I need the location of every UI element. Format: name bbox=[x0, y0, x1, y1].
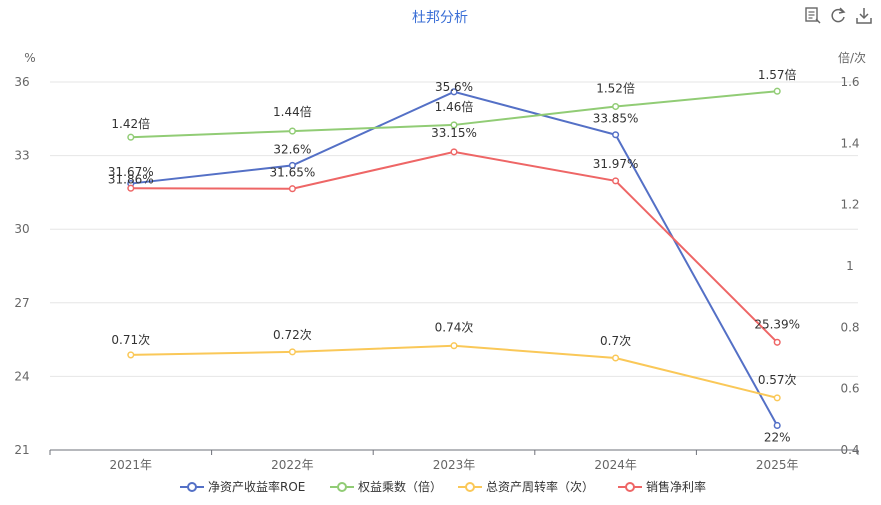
data-point[interactable] bbox=[773, 394, 781, 402]
data-point[interactable] bbox=[288, 185, 296, 193]
legend-label: 销售净利率 bbox=[646, 479, 706, 494]
data-point[interactable] bbox=[773, 421, 781, 430]
data-label: 1.42倍 bbox=[111, 116, 150, 131]
legend-label: 净资产收益率ROE bbox=[208, 479, 305, 494]
left-tick-label: 24 bbox=[14, 369, 29, 383]
data-point[interactable] bbox=[773, 87, 781, 95]
x-tick-label: 2024年 bbox=[594, 458, 637, 472]
series-line bbox=[130, 150, 778, 344]
data-label: 35.6% bbox=[435, 80, 473, 94]
legend-item[interactable]: 权益乘数（倍） bbox=[330, 479, 442, 494]
left-axis: 21 24 27 30 33 36 bbox=[14, 75, 29, 457]
data-label: 31.65% bbox=[270, 166, 316, 180]
data-point[interactable] bbox=[450, 121, 458, 129]
series-3: 31.67% 31.65% 33.15% 31.97% 25.39% bbox=[108, 126, 800, 346]
series-1: 1.42倍 1.44倍 1.46倍 1.52倍 1.57倍 bbox=[111, 67, 797, 141]
series-line bbox=[130, 90, 779, 426]
data-label: 31.97% bbox=[593, 157, 639, 171]
data-label: 0.72次 bbox=[273, 328, 312, 342]
x-tick-label: 2021年 bbox=[110, 458, 153, 472]
data-point[interactable] bbox=[450, 342, 458, 350]
legend-item[interactable]: 净资产收益率ROE bbox=[180, 479, 305, 494]
legend: 净资产收益率ROE 权益乘数（倍） 总资产周转率（次） 销售净利率 bbox=[180, 479, 706, 494]
data-point[interactable] bbox=[288, 161, 296, 169]
right-tick-label: 1 bbox=[846, 259, 854, 273]
data-point[interactable] bbox=[773, 338, 781, 346]
left-tick-label: 30 bbox=[14, 222, 29, 236]
right-tick-label: 0.8 bbox=[840, 320, 859, 334]
right-tick-label: 1.4 bbox=[840, 136, 859, 150]
data-label: 0.74次 bbox=[435, 321, 474, 335]
data-label: 31.67% bbox=[108, 165, 154, 179]
series-line bbox=[130, 344, 778, 399]
data-point[interactable] bbox=[612, 177, 620, 185]
left-tick-label: 33 bbox=[14, 149, 29, 163]
x-tick-label: 2022年 bbox=[271, 458, 314, 472]
series-layer: 31.86% 32.6% 35.6% 33.85% 22% 1.42倍 1.44倍 1.46倍… bbox=[108, 67, 800, 444]
left-axis-unit: % bbox=[24, 51, 35, 65]
right-tick-label: 1.2 bbox=[840, 198, 859, 212]
data-point[interactable] bbox=[288, 127, 296, 135]
data-label: 22% bbox=[764, 430, 791, 444]
legend-marker bbox=[625, 482, 635, 492]
data-point[interactable] bbox=[450, 148, 458, 156]
right-axis: 0.40.60.811.21.41.6 bbox=[840, 75, 859, 457]
data-label: 33.85% bbox=[593, 112, 639, 126]
data-view-icon[interactable] bbox=[805, 7, 821, 24]
series-2: 0.71次 0.72次 0.74次 0.7次 0.57次 bbox=[111, 321, 797, 402]
left-tick-label: 21 bbox=[14, 443, 29, 457]
legend-marker bbox=[187, 482, 197, 492]
legend-label: 权益乘数（倍） bbox=[358, 479, 442, 494]
data-label: 1.46倍 bbox=[435, 99, 474, 114]
legend-item[interactable]: 总资产周转率（次） bbox=[458, 479, 594, 494]
data-label: 0.7次 bbox=[600, 334, 631, 348]
data-point[interactable] bbox=[612, 102, 620, 111]
x-tick-label: 2025年 bbox=[756, 458, 799, 472]
legend-label: 总资产周转率（次） bbox=[486, 479, 594, 494]
right-tick-label: 1.6 bbox=[840, 75, 859, 89]
left-tick-label: 27 bbox=[14, 296, 29, 310]
chart-title: 杜邦分析 bbox=[412, 10, 468, 26]
data-point[interactable] bbox=[127, 351, 135, 359]
data-label: 25.39% bbox=[754, 317, 800, 331]
data-point[interactable] bbox=[127, 184, 135, 192]
data-label: 1.52倍 bbox=[596, 81, 635, 96]
x-axis: 2021年 2022年 2023年 2024年 2025年 bbox=[49, 449, 859, 472]
save-image-icon[interactable] bbox=[856, 8, 872, 24]
left-tick-label: 36 bbox=[14, 75, 29, 89]
data-label: 31.86% bbox=[108, 173, 154, 187]
series-0: 31.86% 32.6% 35.6% 33.85% 22% bbox=[108, 80, 791, 445]
data-label: 1.44倍 bbox=[273, 104, 312, 119]
legend-marker bbox=[465, 482, 475, 492]
data-label: 33.15% bbox=[431, 126, 477, 140]
legend-marker bbox=[337, 482, 347, 492]
toolbox bbox=[805, 7, 872, 24]
x-tick-label: 2023年 bbox=[433, 458, 476, 472]
data-point[interactable] bbox=[612, 131, 620, 139]
data-point[interactable] bbox=[288, 348, 296, 356]
right-axis-unit: 倍/次 bbox=[838, 50, 866, 65]
legend-item[interactable]: 销售净利率 bbox=[618, 479, 706, 494]
data-point[interactable] bbox=[127, 133, 135, 141]
data-label: 0.71次 bbox=[111, 333, 150, 347]
data-point[interactable] bbox=[450, 88, 458, 96]
right-tick-label: 0.6 bbox=[840, 382, 859, 396]
data-label: 32.6% bbox=[273, 142, 311, 156]
data-point[interactable] bbox=[612, 354, 620, 362]
data-label: 1.57倍 bbox=[758, 67, 797, 82]
data-label: 0.57次 bbox=[758, 373, 797, 387]
restore-icon[interactable] bbox=[831, 7, 846, 23]
